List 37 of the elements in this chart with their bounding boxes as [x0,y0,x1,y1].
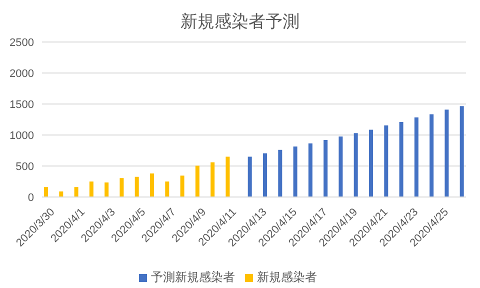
legend-label: 予測新規感染者 [151,270,235,284]
bar [134,176,139,197]
y-tick-label: 2500 [10,36,34,49]
bar [444,110,449,197]
bar [460,106,464,197]
bar [195,166,200,197]
bar [44,187,48,197]
bar [263,153,267,197]
y-tick-label: 2000 [10,68,34,80]
bar [89,182,94,197]
bar [120,178,124,197]
bar [248,156,252,197]
bar [399,122,404,197]
y-tick-label: 1500 [10,98,34,111]
bar [226,156,230,197]
bar [293,146,298,197]
y-tick-label: 1000 [10,130,34,142]
bar [384,125,388,197]
y-tick-label: 500 [16,160,34,173]
y-tick-label: 0 [28,192,34,204]
legend-label: 新規感染者 [257,270,317,284]
bar [354,133,358,197]
bar [324,140,328,197]
bar [430,114,434,197]
bar [210,162,215,197]
bar [278,150,282,197]
bar [338,136,343,197]
bar [74,187,78,197]
bar [369,130,373,197]
bar [104,182,109,197]
bar [165,182,170,197]
bar [180,176,184,197]
bar [150,173,154,197]
bar [308,143,312,197]
bar [414,117,418,197]
chart-title: 新規感染者予測 [180,11,300,33]
bar [59,191,64,197]
